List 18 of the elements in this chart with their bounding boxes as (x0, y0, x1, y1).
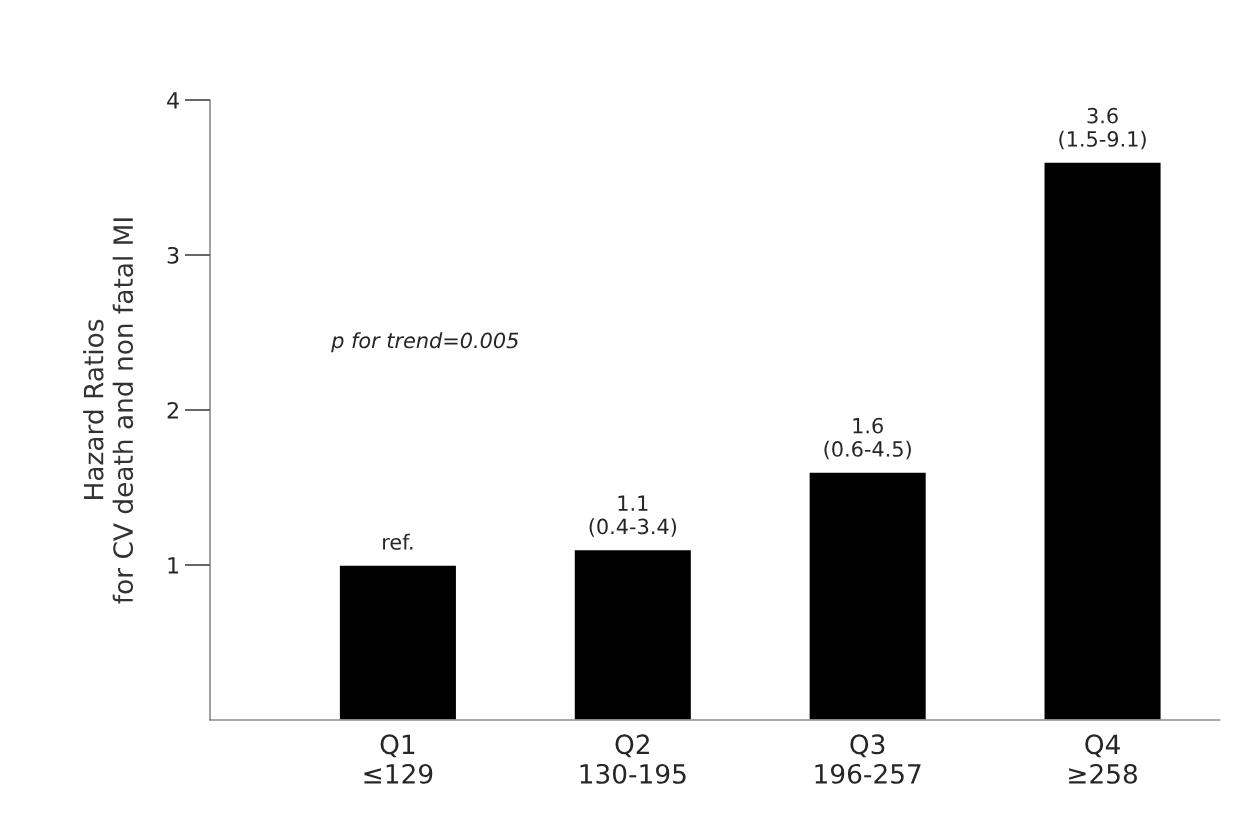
x-tick-label: Q3 196-257 (815, 734, 921, 784)
y-tick-label: 2 (167, 401, 178, 419)
data-label: ref. (383, 533, 413, 550)
y-tick-label: 3 (167, 246, 179, 264)
x-tick-label: Q2 130-195 (580, 734, 686, 784)
y-axis-title: Hazard Ratios for CV death and non fatal MI (83, 218, 134, 604)
bar (573, 548, 693, 720)
x-tick-label: Q1 ≤129 (364, 734, 433, 784)
bar (1043, 161, 1162, 720)
y-tick-label: 4 (167, 92, 179, 109)
y-tick-label: 1 (168, 557, 179, 574)
bar (338, 564, 458, 720)
x-tick-label: Q4 ≥258 (1069, 734, 1137, 784)
data-label: 1.1 (0.4-3.4) (589, 495, 677, 537)
annotation: p for trend=0.005 (331, 332, 519, 353)
bar (808, 471, 928, 720)
data-label: 3.6 (1.5-9.1) (1059, 107, 1146, 150)
data-label: 1.6 (0.6-4.5) (824, 417, 911, 460)
